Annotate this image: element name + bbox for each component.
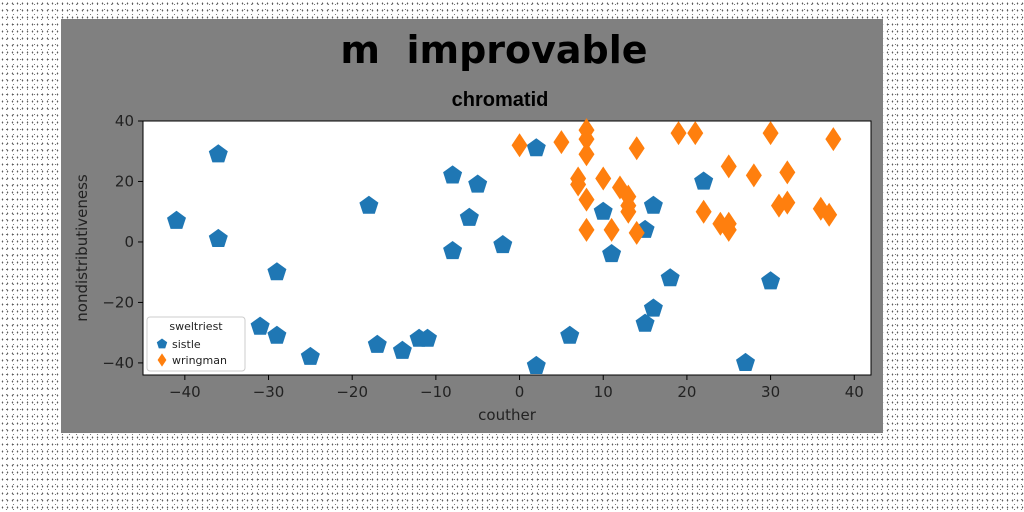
legend-marker-wringman (157, 353, 167, 367)
point-wringman (821, 202, 838, 227)
point-sistle (208, 228, 228, 247)
point-wringman (745, 163, 762, 188)
point-sistle (694, 171, 714, 190)
point-sistle (468, 174, 488, 193)
point-sistle (418, 328, 437, 347)
y-tick-label: 20 (115, 172, 134, 190)
point-wringman (620, 199, 637, 224)
point-wringman (628, 136, 645, 161)
point-wringman (603, 217, 620, 242)
legend-box (146, 316, 246, 372)
point-wringman (670, 121, 687, 146)
series-sistle (167, 138, 781, 374)
point-wringman (687, 121, 704, 146)
point-sistle (459, 207, 479, 226)
y-tick-label: −40 (102, 354, 134, 372)
point-sistle (643, 298, 663, 317)
point-sistle (359, 195, 379, 214)
legend-label-sistle: sistle (172, 338, 201, 351)
x-tick-label: 40 (845, 383, 864, 401)
point-sistle (560, 325, 580, 344)
point-sistle (443, 241, 463, 260)
legend-title: sweltriest (169, 320, 223, 333)
x-tick-label: 0 (515, 383, 525, 401)
y-tick-label: 0 (124, 233, 134, 251)
legend-marker-sistle (156, 338, 168, 349)
point-wringman (779, 190, 796, 215)
point-sistle (526, 355, 546, 374)
point-wringman (578, 217, 595, 242)
point-sistle (300, 346, 320, 365)
x-tick-label: 20 (677, 383, 696, 401)
legend: sweltriest sistle wringman (146, 316, 246, 372)
point-wringman (720, 154, 737, 179)
legend-marker-wringman (157, 353, 167, 367)
point-sistle (761, 271, 781, 290)
point-wringman (511, 133, 528, 158)
x-tick-label: 30 (761, 383, 780, 401)
x-tick-label: −10 (420, 383, 452, 401)
point-sistle (367, 334, 387, 353)
point-sistle (602, 244, 622, 263)
point-sistle (267, 262, 287, 281)
point-sistle (736, 352, 755, 371)
x-axis: −40 −30 −20 −10 0 10 20 30 40 (169, 375, 864, 401)
point-wringman (553, 130, 570, 155)
point-wringman (720, 217, 737, 242)
point-sistle (660, 268, 680, 287)
point-wringman (762, 121, 779, 146)
point-wringman (578, 187, 595, 212)
point-sistle (635, 313, 655, 332)
point-sistle (267, 325, 287, 344)
x-tick-label: −30 (253, 383, 285, 401)
point-wringman (570, 172, 587, 197)
point-sistle (167, 210, 186, 229)
chart-subtitle: chromatid (452, 89, 549, 111)
point-wringman (595, 166, 612, 191)
series-wringman (511, 118, 842, 245)
point-sistle (593, 201, 613, 220)
point-wringman (825, 127, 842, 152)
point-wringman (695, 199, 712, 224)
point-sistle (643, 195, 663, 214)
point-wringman (628, 220, 645, 245)
x-tick-label: −40 (169, 383, 201, 401)
point-sistle (526, 138, 546, 157)
point-sistle (250, 316, 270, 335)
point-wringman (779, 160, 796, 185)
x-tick-label: −20 (336, 383, 368, 401)
y-tick-label: 40 (115, 112, 134, 130)
legend-marker-sistle (156, 338, 168, 349)
point-wringman (578, 142, 595, 167)
legend-label-wringman: wringman (172, 354, 227, 367)
y-axis-label: nondistributiveness (73, 174, 91, 322)
x-tick-label: 10 (594, 383, 613, 401)
x-axis-label: couther (478, 406, 537, 424)
point-sistle (208, 144, 228, 163)
y-tick-label: −20 (102, 293, 134, 311)
point-sistle (493, 235, 513, 254)
chart-title: m improvable (340, 28, 647, 72)
point-wringman (578, 127, 595, 152)
y-axis: −40 −20 0 20 40 (102, 112, 143, 372)
point-sistle (443, 165, 463, 184)
point-sistle (392, 340, 412, 359)
